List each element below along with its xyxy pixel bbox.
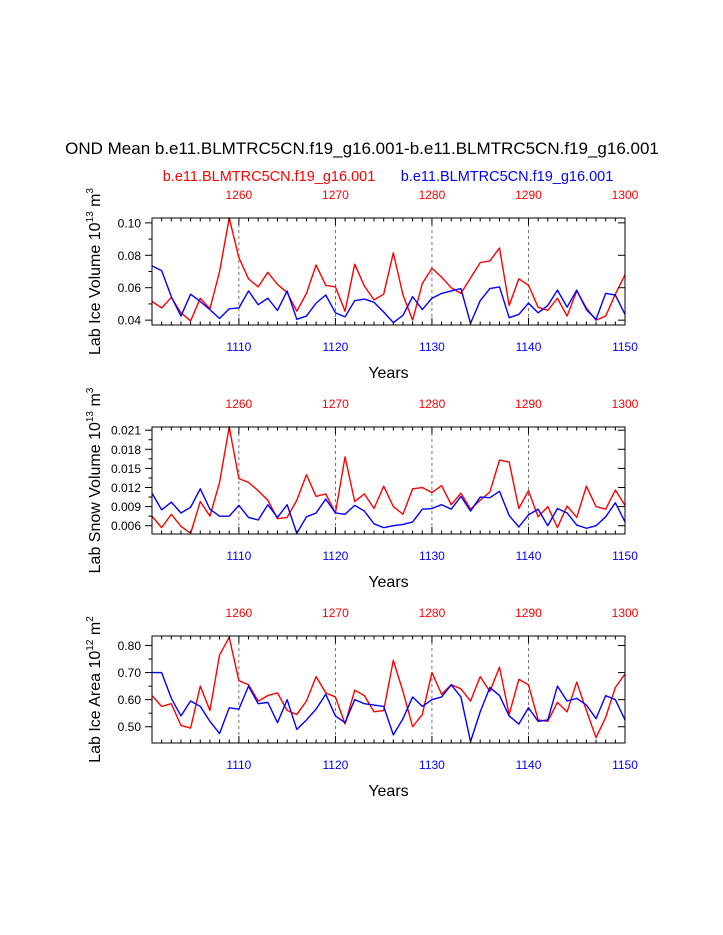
y-tick-label: 0.10 (118, 216, 142, 230)
y-axis-title: Lab Snow Volume 1013 m3 (85, 387, 104, 573)
series-blue-line (152, 671, 626, 743)
y-axis-title-superscript: 2 (85, 616, 96, 622)
legend-blue-run: b.e11.BLMTRC5CN.f19_g16.001 (401, 169, 614, 185)
x-axis-title: Years (368, 365, 408, 382)
x-tick-label-bottom: 1120 (323, 340, 349, 354)
x-tick-label-bottom: 1120 (323, 549, 349, 563)
x-tick-label-top: 1270 (322, 397, 349, 411)
y-axis-title-superscript: 13 (85, 211, 96, 223)
series-red-line (151, 636, 626, 739)
x-tick-label-top: 1270 (322, 606, 349, 620)
panel-1: 1110 1120 1130 1140 1150 1260 1270 1280 1290 1300… (85, 188, 639, 382)
series-blue-line (151, 265, 626, 325)
x-tick-label-bottom: 1150 (612, 340, 638, 354)
y-tick-label: 0.04 (118, 314, 142, 328)
y-tick-label: 0.08 (118, 249, 142, 263)
x-tick-label-bottom: 1140 (516, 340, 542, 354)
y-tick-label: 0.70 (118, 666, 142, 680)
y-axis-title-text: Lab Ice Volume 10 (87, 222, 104, 355)
y-axis-title-superscript: 12 (85, 639, 96, 651)
y-tick-label: 0.015 (111, 462, 141, 476)
y-axis-title: Lab Ice Volume 1013 m3 (85, 188, 104, 355)
plot-frame (151, 635, 626, 744)
panel-2: 1110 1120 1130 1140 1150 1260 1270 1280 1290 1300… (85, 387, 639, 591)
y-axis-title-superscript: 13 (85, 411, 96, 423)
x-axis-title: Years (368, 783, 408, 800)
x-tick-label-bottom: 1110 (226, 549, 251, 563)
x-tick-label-bottom: 1150 (612, 758, 638, 772)
y-tick-label: 0.60 (118, 693, 142, 707)
x-tick-label-top: 1280 (419, 397, 446, 411)
y-axis-title-text: m (87, 393, 104, 411)
series-red-line (151, 217, 626, 322)
y-tick-label: 0.021 (111, 424, 141, 438)
y-axis-title-superscript: 3 (85, 188, 96, 194)
legend-red-run: b.e11.BLMTRC5CN.f19_g16.001 (163, 169, 376, 185)
y-tick-label: 0.012 (111, 481, 141, 495)
x-tick-label-top: 1300 (612, 606, 639, 620)
x-tick-label-bottom: 1110 (226, 340, 251, 354)
x-tick-label-top: 1260 (226, 606, 253, 620)
y-tick-label: 0.50 (118, 720, 142, 734)
y-axis-title-text: m (87, 194, 104, 212)
x-tick-label-bottom: 1120 (323, 758, 349, 772)
y-tick-label: 0.06 (118, 281, 142, 295)
panel-3: 1110 1120 1130 1140 1150 1260 1270 1280 1290 1300… (85, 606, 639, 800)
y-axis-title-text: Lab Ice Area 10 (87, 651, 104, 763)
x-tick-label-top: 1300 (612, 397, 639, 411)
x-tick-label-bottom: 1130 (419, 549, 445, 563)
y-tick-label: 0.018 (111, 443, 141, 457)
x-tick-label-top: 1270 (322, 188, 349, 202)
x-tick-label-top: 1260 (226, 397, 253, 411)
x-tick-label-bottom: 1110 (226, 758, 251, 772)
x-tick-label-top: 1260 (226, 188, 253, 202)
x-tick-label-top: 1290 (515, 188, 542, 202)
x-tick-label-top: 1290 (515, 606, 542, 620)
x-tick-label-bottom: 1140 (516, 758, 542, 772)
y-axis-title-text: Lab Snow Volume 10 (87, 422, 104, 573)
x-tick-label-bottom: 1130 (419, 340, 445, 354)
series-red-line (151, 426, 626, 535)
x-tick-label-top: 1300 (612, 188, 639, 202)
y-tick-label: 0.009 (111, 500, 141, 514)
chart-title: OND Mean b.e11.BLMTRC5CN.f19_g16.001-b.e… (65, 139, 659, 158)
x-tick-label-top: 1290 (515, 397, 542, 411)
x-axis-title: Years (368, 574, 408, 591)
y-tick-label: 0.80 (118, 639, 142, 653)
series-blue-line (151, 488, 626, 535)
x-tick-label-bottom: 1140 (516, 549, 542, 563)
x-tick-label-bottom: 1130 (419, 758, 445, 772)
plot-frame (151, 426, 626, 535)
y-axis-title: Lab Ice Area 1012 m2 (85, 616, 104, 763)
y-axis-title-text: m (87, 622, 104, 640)
x-tick-label-top: 1280 (419, 606, 446, 620)
x-tick-label-bottom: 1150 (612, 549, 638, 563)
x-tick-label-top: 1280 (419, 188, 446, 202)
y-axis-title-superscript: 3 (85, 387, 96, 393)
y-tick-label: 0.006 (111, 519, 141, 533)
